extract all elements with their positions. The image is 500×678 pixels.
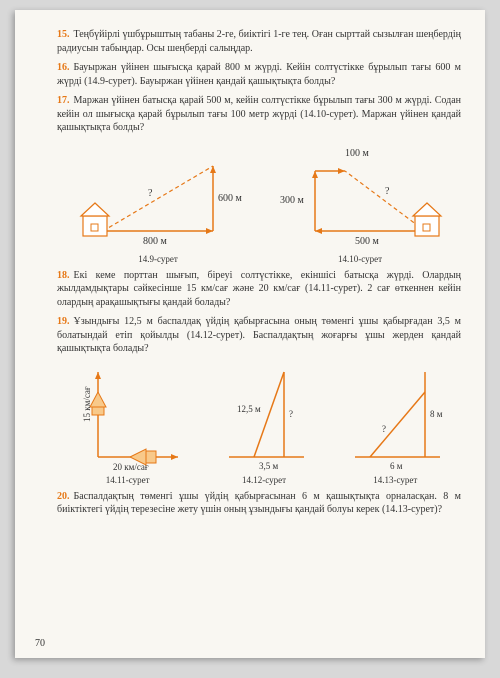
label-300: 300 м [280,195,305,206]
label-hyp: ? [148,188,153,199]
figure-14-9: ? 600 м 800 м 14.9-сурет [73,141,243,265]
page: 15.Теңбүйірлі үшбұрыштың табаны 2-ге, би… [15,10,485,658]
figure-14-13: ? 8 м 6 м 14.13-сурет [340,362,450,486]
problem-number: 16. [57,62,70,73]
diagram-14-9: ? 600 м 800 м [73,141,243,251]
label-500: 500 м [355,236,380,247]
figure-14-11: 15 км/сағ 20 км/сағ 14.11-сурет [68,362,188,486]
figure-caption: 14.12-сурет [209,474,319,486]
problem-15: 15.Теңбүйірлі үшбұрыштың табаны 2-ге, би… [57,28,461,55]
problem-18: 18.Екі кеме порттан шығып, біреуі солтүс… [57,269,461,310]
problem-text: Теңбүйірлі үшбұрыштың табаны 2-ге, биікт… [57,29,461,54]
figure-caption: 14.9-сурет [73,253,243,265]
problem-text: Ұзындығы 12,5 м баспалдақ үйдің қабырғас… [57,316,461,354]
figure-14-10: 100 м 300 м ? 500 м 14.10-сурет [275,141,445,265]
problem-number: 19. [57,316,70,327]
label-hyp: ? [385,186,390,197]
label-100: 100 м [345,148,370,159]
label-800: 800 м [143,236,168,247]
diagram-14-10: 100 м 300 м ? 500 м [275,141,445,251]
figure-row-2: 15 км/сағ 20 км/сағ 14.11-сурет 12,5 м ?… [57,362,461,486]
figure-caption: 14.13-сурет [340,474,450,486]
problem-text: Бауыржан үйінен шығысқа қарай 800 м жүрд… [57,62,461,87]
problem-number: 15. [57,29,70,40]
problem-text: Екі кеме порттан шығып, біреуі солтүстік… [57,270,461,308]
problem-number: 17. [57,95,70,106]
figure-caption: 14.10-сурет [275,253,445,265]
label-vert: 8 м [430,409,443,419]
label-bottom: 6 м [390,461,403,471]
problem-text: Маржан үйінен батысқа қарай 500 м, кейін… [57,95,461,133]
label-20: 20 км/сағ [113,462,149,472]
problem-19: 19.Ұзындығы 12,5 м баспалдақ үйдің қабыр… [57,315,461,356]
problem-number: 20. [57,491,70,502]
label-600: 600 м [218,193,243,204]
diagram-14-11: 15 км/сағ 20 км/сағ [68,362,188,472]
problem-text: Баспалдақтың төменгі ұшы үйдің қабырғасы… [57,491,461,516]
figure-14-12: 12,5 м ? 3,5 м 14.12-сурет [209,362,319,486]
figure-caption: 14.11-сурет [68,474,188,486]
diagram-14-13: ? 8 м 6 м [340,362,450,472]
diagram-14-12: 12,5 м ? 3,5 м [209,362,319,472]
label-bottom: 3,5 м [259,461,279,471]
label-hyp: 12,5 м [237,404,261,414]
figure-row-1: ? 600 м 800 м 14.9-сурет [57,141,461,265]
problem-number: 18. [57,270,70,281]
problem-17: 17.Маржан үйінен батысқа қарай 500 м, ке… [57,94,461,135]
label-hyp: ? [382,424,386,434]
page-number: 70 [35,637,45,651]
problem-20: 20.Баспалдақтың төменгі ұшы үйдің қабырғ… [57,490,461,517]
label-vert: ? [289,409,293,419]
label-15: 15 км/сағ [82,386,92,422]
problem-16: 16.Бауыржан үйінен шығысқа қарай 800 м ж… [57,61,461,88]
